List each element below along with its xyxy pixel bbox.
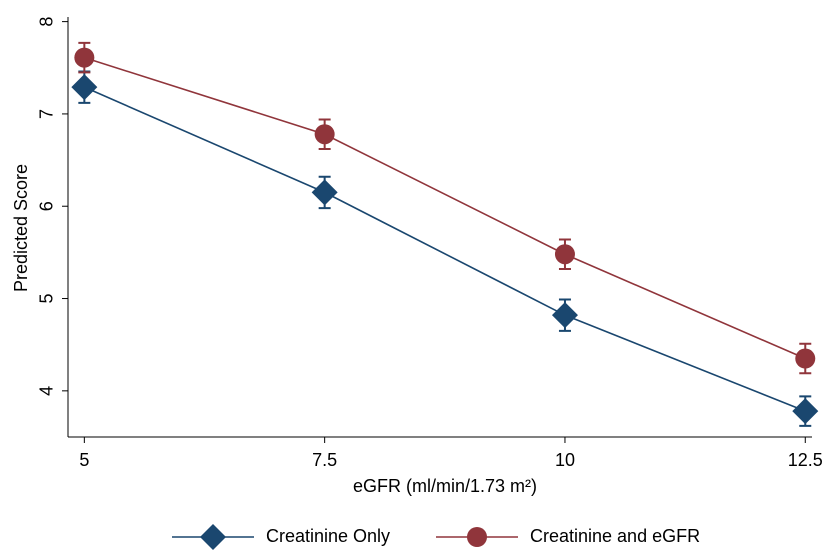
x-tick-label: 10	[555, 450, 575, 470]
marker	[795, 348, 816, 369]
series-line	[84, 56, 806, 360]
marker	[71, 74, 98, 101]
marker	[74, 47, 95, 68]
x-tick-label: 7.5	[312, 450, 337, 470]
y-tick-label: 5	[37, 294, 57, 304]
legend-marker	[200, 524, 226, 550]
x-tick-label: 12.5	[788, 450, 823, 470]
marker	[792, 398, 819, 425]
y-tick-label: 4	[37, 386, 57, 396]
y-axis-label: Predicted Score	[11, 164, 31, 292]
marker	[551, 302, 578, 329]
y-tick-label: 7	[37, 109, 57, 119]
legend-marker	[467, 527, 487, 547]
marker	[314, 124, 335, 145]
y-tick-label: 6	[37, 201, 57, 211]
x-tick-label: 5	[79, 450, 89, 470]
marker	[311, 179, 338, 206]
y-tick-label: 8	[37, 17, 57, 27]
series-line	[84, 86, 806, 412]
legend-label: Creatinine Only	[266, 526, 390, 546]
legend-label: Creatinine and eGFR	[530, 526, 700, 546]
marker	[554, 244, 575, 265]
x-axis-label: eGFR (ml/min/1.73 m²)	[353, 476, 537, 496]
